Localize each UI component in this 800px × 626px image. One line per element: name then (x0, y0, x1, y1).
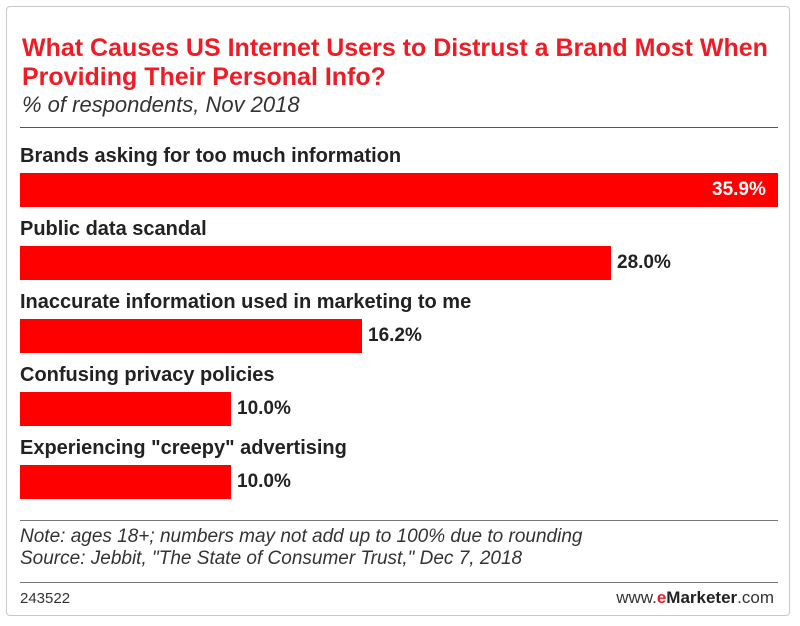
bar (20, 465, 231, 499)
brand-name: Marketer (666, 588, 738, 607)
source-text: Source: Jebbit, "The State of Consumer T… (20, 548, 523, 569)
chart-title: What Causes US Internet Users to Distrus… (22, 34, 768, 91)
emarketer-logo[interactable]: www.eMarketer.com (616, 588, 774, 608)
category-label: Inaccurate information used in marketing… (20, 291, 472, 313)
chart-id: 243522 (20, 590, 71, 607)
category-label: Confusing privacy policies (20, 364, 275, 386)
category-label: Public data scandal (20, 218, 207, 240)
notes-divider (20, 520, 778, 521)
brand-prefix: www. (616, 588, 657, 607)
value-label: 10.0% (237, 398, 291, 419)
bar (20, 319, 362, 353)
chart-subtitle: % of respondents, Nov 2018 (22, 92, 300, 117)
value-label: 16.2% (368, 325, 422, 346)
value-label: 10.0% (237, 471, 291, 492)
value-label: 35.9% (712, 179, 766, 200)
bar (20, 246, 611, 280)
note-text: Note: ages 18+; numbers may not add up t… (20, 526, 583, 547)
brand-e: e (656, 588, 667, 607)
category-label: Brands asking for too much information (20, 145, 402, 167)
brand-suffix: .com (737, 588, 774, 607)
category-label: Experiencing "creepy" advertising (20, 437, 347, 459)
value-label: 28.0% (617, 252, 671, 273)
bar (20, 392, 231, 426)
bar (20, 173, 778, 207)
chart-notes: Note: ages 18+; numbers may not add up t… (20, 526, 582, 570)
chart-frame (6, 6, 790, 616)
title-divider (20, 127, 778, 128)
footer-divider (20, 582, 778, 583)
